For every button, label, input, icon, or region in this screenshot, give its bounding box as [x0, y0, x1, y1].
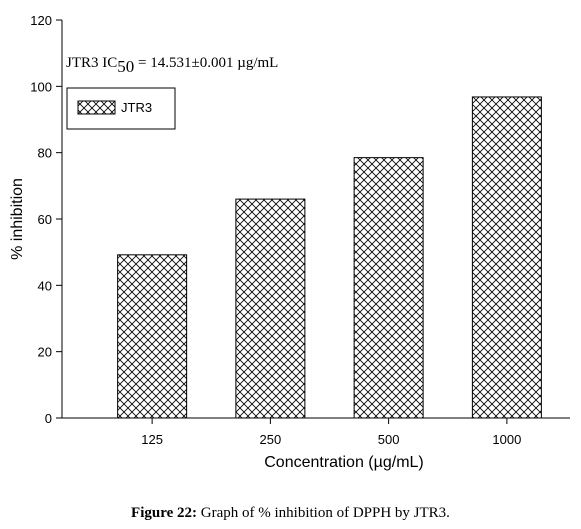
x-tick-label: 1000: [492, 432, 521, 447]
y-axis-title: % inhibition: [9, 178, 26, 260]
legend-swatch: [77, 100, 116, 115]
y-tick-label: 80: [38, 146, 52, 161]
legend: JTR3: [66, 87, 176, 130]
bar-500: [353, 157, 424, 419]
bar-250: [235, 198, 306, 419]
figure-caption: Figure 22: Graph of % inhibition of DPPH…: [0, 505, 581, 522]
caption-text: Graph of % inhibition of DPPH by JTR3.: [197, 505, 450, 521]
bar-chart: 0 20 40 60 80 100 120 125 250 500 1000 % inhibiti…: [9, 13, 570, 471]
x-tick-label: 125: [141, 432, 163, 447]
bar-1000: [471, 96, 542, 419]
bar-125: [117, 254, 188, 419]
x-tick-label: 500: [378, 432, 400, 447]
y-tick-label: 20: [38, 345, 52, 360]
x-axis-title: Concentration (µg/mL): [264, 454, 424, 471]
y-tick-label: 0: [45, 411, 52, 426]
y-tick-label: 120: [30, 13, 52, 28]
ic50-annotation: JTR3 IC50 = 14.531±0.001 µg/mL: [66, 55, 278, 76]
y-tick-label: 60: [38, 212, 52, 227]
y-tick-label: 40: [38, 278, 52, 293]
legend-label: JTR3: [121, 100, 152, 115]
caption-label: Figure 22:: [131, 505, 198, 521]
y-tick-label: 100: [30, 79, 52, 94]
x-tick-label: 250: [260, 432, 282, 447]
